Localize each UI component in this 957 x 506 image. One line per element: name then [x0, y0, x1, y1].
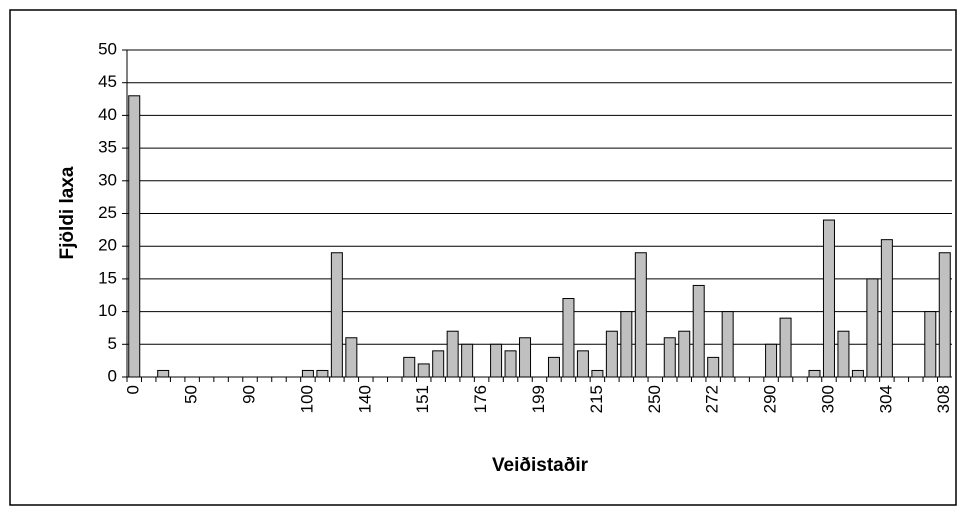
bar	[504, 350, 517, 378]
y-tick-label: 20	[98, 236, 117, 255]
bar	[330, 252, 343, 378]
x-tick-label: 250	[645, 385, 664, 413]
bar	[562, 298, 575, 378]
bar	[779, 317, 792, 378]
bar	[634, 252, 647, 378]
bar	[301, 369, 314, 378]
bar	[620, 311, 633, 378]
y-axis-title: Fjöldi laxa	[57, 166, 78, 259]
x-tick-label: 272	[703, 385, 722, 413]
bar	[663, 337, 676, 378]
y-tick-label: 10	[98, 301, 117, 320]
bar	[345, 337, 358, 378]
y-tick-label: 45	[98, 72, 117, 91]
bar	[605, 330, 618, 378]
bar	[157, 369, 170, 378]
bar	[808, 369, 821, 378]
bar	[851, 369, 864, 378]
bar	[692, 284, 705, 378]
y-tick-label: 25	[98, 203, 117, 222]
x-tick-label: 215	[587, 385, 606, 413]
bar	[490, 343, 503, 378]
bar	[417, 363, 430, 378]
bar	[128, 95, 141, 378]
bar	[403, 356, 416, 378]
bar	[678, 330, 691, 378]
x-tick-label: 304	[876, 385, 895, 413]
bar	[461, 343, 474, 378]
x-tick-label: 151	[413, 385, 432, 413]
y-tick-label: 35	[98, 138, 117, 157]
y-tick-label: 50	[98, 39, 117, 58]
y-tick-label: 40	[98, 105, 117, 124]
bar	[765, 343, 778, 378]
x-tick-label: 0	[124, 385, 143, 394]
bar	[519, 337, 532, 378]
bar	[837, 330, 850, 378]
bar	[938, 252, 951, 378]
y-tick-label: 0	[108, 366, 117, 385]
x-tick-label: 199	[529, 385, 548, 413]
y-tick-label: 15	[98, 268, 117, 287]
bar	[547, 356, 560, 378]
y-tick-label: 30	[98, 170, 117, 189]
bar	[576, 350, 589, 378]
x-tick-label: 300	[818, 385, 837, 413]
x-tick-label: 50	[182, 385, 201, 404]
x-tick-label: 176	[471, 385, 490, 413]
bar	[721, 311, 734, 378]
bar	[707, 356, 720, 378]
x-tick-label: 90	[240, 385, 259, 404]
x-axis-title: Veiðistaðir	[492, 455, 589, 476]
bar	[591, 369, 604, 378]
x-tick-label: 100	[297, 385, 316, 413]
y-tick-label: 5	[108, 334, 117, 353]
bar	[880, 239, 893, 378]
x-tick-label: 308	[934, 385, 953, 413]
x-tick-label: 140	[355, 385, 374, 413]
bar	[432, 350, 445, 378]
bar	[446, 330, 459, 378]
bar	[822, 219, 835, 378]
x-tick-label: 290	[761, 385, 780, 413]
bar	[924, 311, 937, 378]
bar	[316, 369, 329, 378]
chart-frame	[9, 9, 957, 506]
bar	[866, 278, 879, 378]
